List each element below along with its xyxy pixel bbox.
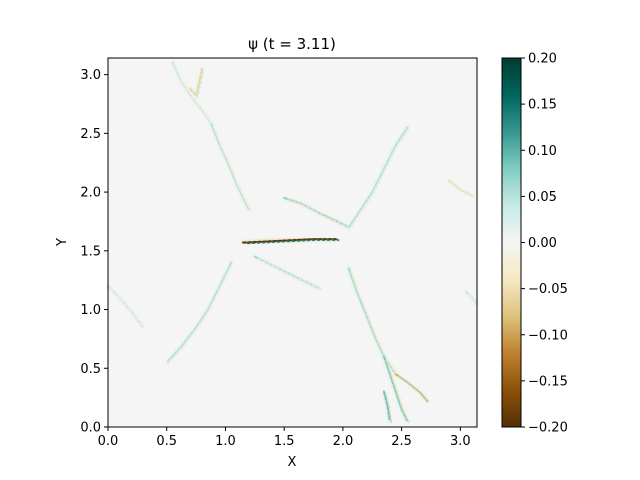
colorbar-ticks: 0.20 0.15 0.10 0.05 0.00 −0.05 −0.10 −0.15 −0.20 — [521, 52, 568, 436]
filament-speckle — [243, 239, 340, 245]
filament-core — [465, 290, 478, 305]
colorbar-gradient — [502, 58, 521, 427]
y-axis-label: Y — [55, 238, 70, 247]
filament-speckle — [349, 127, 410, 230]
colorbar-tick-label: 0.10 — [528, 144, 557, 159]
x-tick-label: 1.5 — [274, 434, 295, 449]
filament-speckle — [255, 256, 322, 291]
filament-speckle — [212, 124, 252, 212]
heatmap-plot — [105, 57, 480, 428]
filament-core — [347, 126, 409, 229]
filament-speckle — [167, 262, 234, 365]
filament-speckle — [384, 391, 393, 423]
filament-speckle — [173, 63, 214, 126]
y-tick-label: 1.5 — [80, 244, 101, 259]
x-tick-label: 2.5 — [391, 434, 412, 449]
filament-core — [383, 390, 391, 423]
x-tick-label: 2.0 — [333, 434, 354, 449]
x-axis-label: X — [288, 455, 297, 470]
y-axis-ticks: 0.0 0.5 1.0 1.5 2.0 2.5 3.0 — [80, 68, 108, 436]
x-tick-label: 0.5 — [156, 434, 177, 449]
y-tick-label: 0.0 — [80, 421, 101, 436]
colorbar-tick-label: 0.20 — [528, 52, 557, 67]
colorbar-tick-label: −0.15 — [528, 374, 568, 389]
colorbar-tick-label: −0.05 — [528, 282, 568, 297]
colorbar: 0.20 0.15 0.10 0.05 0.00 −0.05 −0.10 −0.15 −0.20 — [501, 52, 568, 436]
filament-core — [383, 355, 409, 423]
filament-speckle — [190, 68, 205, 99]
chart-title: ψ (t = 3.11) — [248, 35, 336, 53]
filament-core — [242, 238, 339, 244]
y-tick-label: 0.5 — [80, 362, 101, 377]
x-axis-ticks: 0.0 0.5 1.0 1.5 2.0 2.5 3.0 — [98, 427, 471, 449]
y-tick-label: 1.0 — [80, 303, 101, 318]
filament-speckle — [449, 180, 475, 198]
plot-frame — [107, 57, 478, 428]
colorbar-tick-label: 0.05 — [528, 190, 557, 205]
colorbar-tick-label: −0.20 — [528, 421, 568, 436]
y-tick-label: 3.0 — [80, 68, 101, 83]
y-tick-label: 2.5 — [80, 127, 101, 142]
y-tick-label: 2.0 — [80, 186, 101, 201]
filament-speckle — [396, 374, 430, 403]
filament-core — [165, 261, 233, 364]
filament-core — [210, 122, 250, 211]
filament-speckle — [384, 356, 410, 423]
filament-speckle — [108, 286, 146, 329]
heatmap-features — [105, 60, 480, 424]
x-tick-label: 1.0 — [215, 434, 236, 449]
x-tick-label: 0.0 — [98, 434, 119, 449]
x-tick-label: 3.0 — [450, 434, 471, 449]
filament-speckle — [284, 198, 352, 230]
colorbar-tick-label: 0.15 — [528, 98, 557, 113]
colorbar-tick-label: 0.00 — [528, 236, 557, 251]
colorbar-tick-label: −0.10 — [528, 328, 568, 343]
